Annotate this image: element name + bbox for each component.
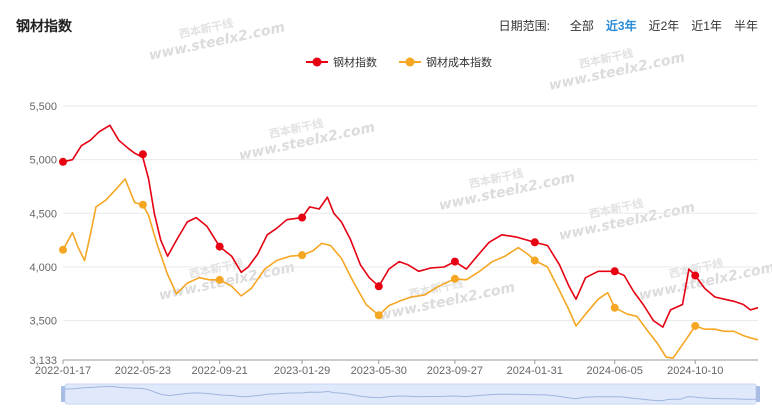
legend: 钢材指数 钢材成本指数: [306, 55, 492, 69]
range-option-1y[interactable]: 近1年: [691, 19, 722, 33]
range-option-half-year[interactable]: 半年: [733, 19, 758, 33]
x-tick-label: 2024-06-05: [587, 365, 643, 377]
x-tick-label: 2022-05-23: [115, 365, 171, 377]
x-tick-label: 2023-05-30: [351, 365, 407, 377]
data-point-1: [374, 282, 383, 291]
x-tick-label: 2024-10-10: [667, 365, 723, 377]
y-tick-label: 4,000: [29, 262, 57, 274]
data-zoom-slider[interactable]: [61, 383, 760, 405]
zoom-preview: [64, 385, 757, 402]
x-tick-label: 2023-09-27: [427, 365, 483, 377]
x-axis: 2022-01-17 2022-05-23 2022-09-21 2023-01-29…: [35, 360, 723, 377]
data-point-1: [691, 271, 700, 280]
legend-label-2: 钢材成本指数: [426, 55, 492, 69]
zoom-track: [64, 383, 757, 405]
zoom-handle-left: [61, 386, 65, 402]
zoom-handle-right: [756, 386, 760, 402]
series-line-1: [62, 124, 759, 328]
range-option-2y[interactable]: 近2年: [648, 19, 680, 33]
data-point-2: [298, 251, 307, 260]
range-option-all[interactable]: 全部: [569, 19, 594, 33]
data-point-1: [138, 150, 147, 159]
y-tick-label: 4,500: [29, 208, 57, 220]
grid-lines: [63, 105, 758, 361]
y-tick-label: 5,000: [29, 155, 57, 167]
legend-swatch-dot: [312, 57, 322, 67]
data-point-2: [215, 275, 224, 284]
data-point-2: [691, 321, 700, 330]
data-point-2: [450, 274, 459, 283]
data-point-2: [138, 200, 147, 209]
legend-swatch-dot: [405, 57, 415, 67]
chart-title: 钢材指数: [16, 18, 72, 34]
data-point-2: [610, 303, 619, 312]
y-axis: 5,500 5,000 4,500 4,000 3,500 3,133: [29, 101, 57, 367]
x-tick-label: 2023-01-29: [274, 365, 330, 377]
data-point-2: [530, 256, 539, 265]
x-tick-label: 2022-01-17: [35, 365, 91, 377]
data-point-2: [59, 245, 67, 254]
data-point-1: [610, 267, 619, 276]
data-point-1: [450, 257, 459, 266]
data-point-1: [298, 213, 307, 222]
data-point-1: [530, 238, 539, 247]
series-layer: [59, 124, 759, 359]
y-tick-label: 3,500: [29, 316, 57, 328]
data-point-1: [59, 157, 67, 166]
y-tick-label: 5,500: [29, 101, 57, 113]
x-tick-label: 2024-01-31: [507, 365, 563, 377]
legend-label-1: 钢材指数: [333, 55, 377, 69]
data-point-2: [374, 311, 383, 320]
data-point-1: [215, 242, 224, 251]
series-line-2: [62, 178, 759, 359]
x-tick-label: 2022-09-21: [191, 365, 247, 377]
y-tick-label: 3,133: [29, 355, 57, 367]
date-range-label: 日期范围:: [498, 19, 550, 33]
date-range-selector: 日期范围: 全部 近3年 近2年 近1年 半年: [499, 17, 758, 34]
range-option-3y[interactable]: 近3年: [605, 19, 637, 33]
